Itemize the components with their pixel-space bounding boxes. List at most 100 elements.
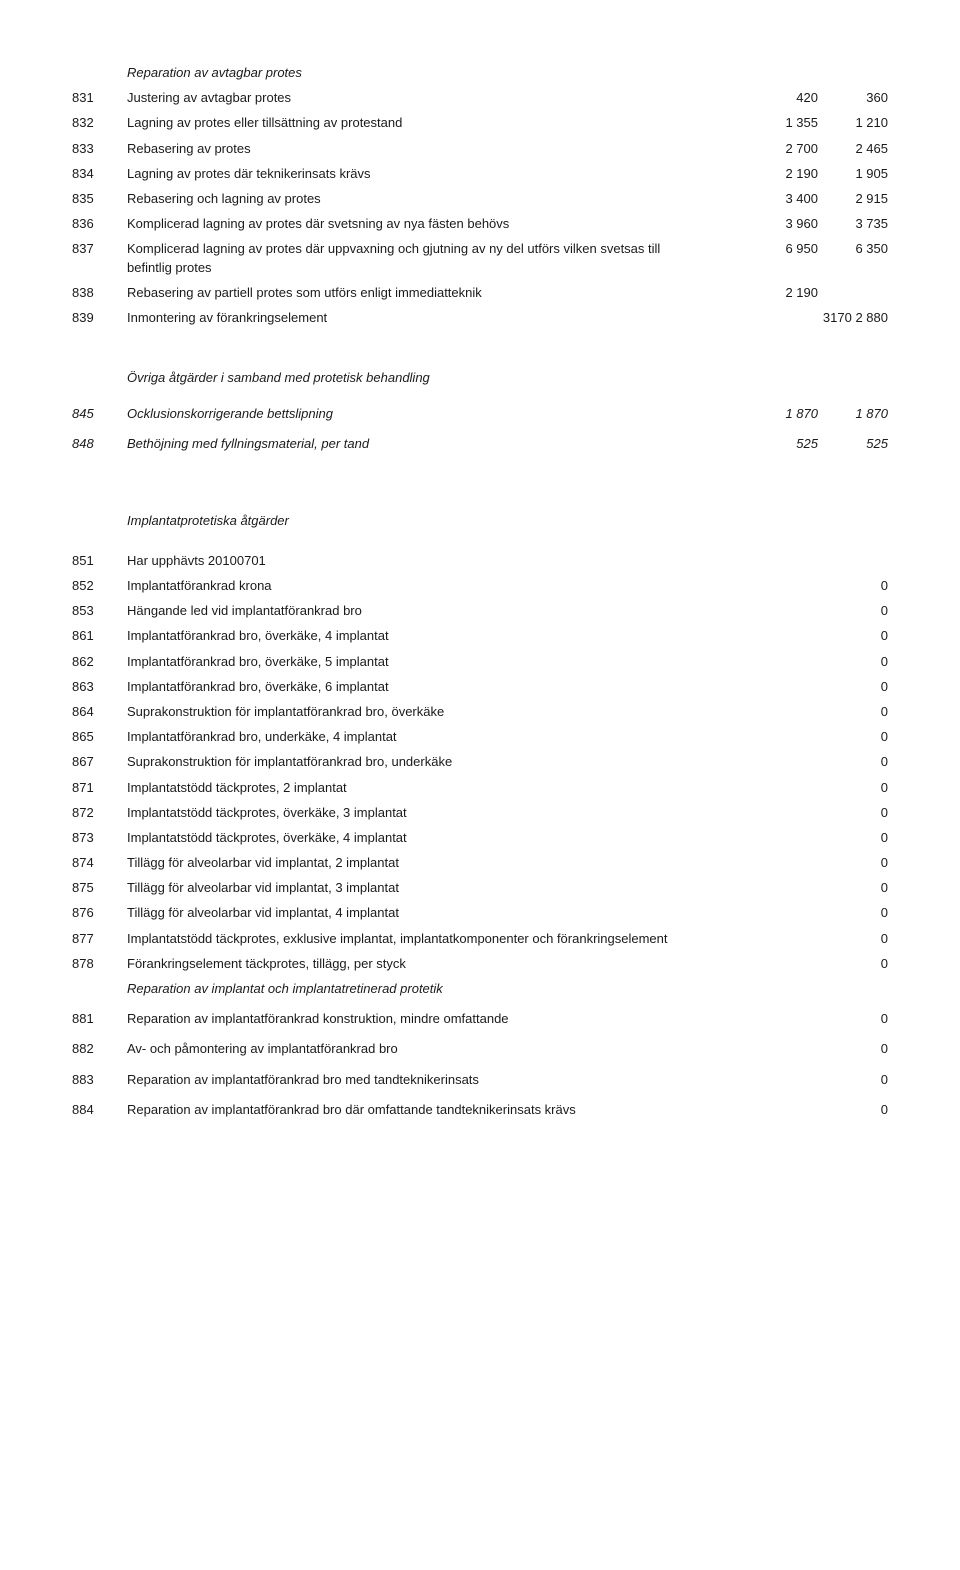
row-value-1: 525 (728, 435, 818, 453)
row-description: Implantatförankrad bro, överkäke, 4 impl… (127, 627, 728, 645)
row-value-2: 0 (818, 653, 888, 671)
row-value-merged: 3170 2 880 (728, 309, 888, 327)
price-row: 876Tillägg för alveolarbar vid implantat… (72, 904, 888, 922)
row-code: 875 (72, 879, 127, 897)
row-value-2: 2 915 (818, 190, 888, 208)
row-description: Komplicerad lagning av protes där svetsn… (127, 215, 728, 233)
price-row: 832Lagning av protes eller tillsättning … (72, 114, 888, 132)
price-row: 871Implantatstödd täckprotes, 2 implanta… (72, 779, 888, 797)
row-value-1: 3 400 (728, 190, 818, 208)
price-row: 874Tillägg för alveolarbar vid implantat… (72, 854, 888, 872)
price-row: Reparation av avtagbar protes (72, 64, 888, 82)
row-description: Rebasering av partiell protes som utförs… (127, 284, 728, 302)
price-row: 867Suprakonstruktion för implantatförank… (72, 753, 888, 771)
row-description: Justering av avtagbar protes (127, 89, 728, 107)
row-value-2: 0 (818, 879, 888, 897)
price-row: 848Bethöjning med fyllningsmaterial, per… (72, 435, 888, 453)
row-value-2: 1 870 (818, 405, 888, 423)
row-code: 865 (72, 728, 127, 746)
row-value-1: 420 (728, 89, 818, 107)
row-code: 862 (72, 653, 127, 671)
document-body: Reparation av avtagbar protes 831Justerin… (72, 64, 888, 1119)
row-value-2: 525 (818, 435, 888, 453)
row-description: Implantatförankrad bro, överkäke, 5 impl… (127, 653, 728, 671)
section-heading: Implantatprotetiska åtgärder (72, 512, 888, 530)
row-description: Suprakonstruktion för implantatförankrad… (127, 703, 728, 721)
row-value-2: 0 (818, 854, 888, 872)
row-value-2: 0 (818, 678, 888, 696)
price-row: 884Reparation av implantatförankrad bro … (72, 1101, 888, 1119)
row-code: 861 (72, 627, 127, 645)
price-row: 878Förankringselement täckprotes, tilläg… (72, 955, 888, 973)
row-value-2: 1 210 (818, 114, 888, 132)
row-value-1: 6 950 (728, 240, 818, 258)
row-value-2: 360 (818, 89, 888, 107)
price-row: 836Komplicerad lagning av protes där sve… (72, 215, 888, 233)
row-value-2: 2 465 (818, 140, 888, 158)
row-value-2: 0 (818, 904, 888, 922)
price-row: 845Ocklusionskorrigerande bettslipning1 … (72, 405, 888, 423)
section-title: Övriga åtgärder i samband med protetisk … (127, 369, 728, 387)
row-description: Har upphävts 20100701 (127, 552, 728, 570)
price-row: 864Suprakonstruktion för implantatförank… (72, 703, 888, 721)
row-code: 884 (72, 1101, 127, 1119)
row-description: Inmontering av förankringselement (127, 309, 728, 327)
row-description: Suprakonstruktion för implantatförankrad… (127, 753, 728, 771)
row-code: 872 (72, 804, 127, 822)
row-code: 836 (72, 215, 127, 233)
price-row: 862Implantatförankrad bro, överkäke, 5 i… (72, 653, 888, 671)
row-code: 853 (72, 602, 127, 620)
row-value-2: 0 (818, 804, 888, 822)
row-value-2: 0 (818, 955, 888, 973)
price-row: 839Inmontering av förankringselement3170… (72, 309, 888, 327)
row-description: Reparation av implantatförankrad bro med… (127, 1071, 728, 1089)
row-description: Rebasering och lagning av protes (127, 190, 728, 208)
row-value-1: 1 355 (728, 114, 818, 132)
row-code: 833 (72, 140, 127, 158)
price-row: 835Rebasering och lagning av protes3 400… (72, 190, 888, 208)
price-row: 837Komplicerad lagning av protes där upp… (72, 240, 888, 276)
row-description: Tillägg för alveolarbar vid implantat, 2… (127, 854, 728, 872)
row-code: 883 (72, 1071, 127, 1089)
row-value-2: 0 (818, 829, 888, 847)
row-code: 867 (72, 753, 127, 771)
row-value-2: 1 905 (818, 165, 888, 183)
row-code: 882 (72, 1040, 127, 1058)
price-row: 852Implantatförankrad krona0 (72, 577, 888, 595)
row-code: 877 (72, 930, 127, 948)
row-description: Implantatstödd täckprotes, överkäke, 4 i… (127, 829, 728, 847)
row-code: 845 (72, 405, 127, 423)
price-row: 833Rebasering av protes2 7002 465 (72, 140, 888, 158)
row-code: 876 (72, 904, 127, 922)
row-code: 835 (72, 190, 127, 208)
row-description: Implantatförankrad bro, överkäke, 6 impl… (127, 678, 728, 696)
row-value-2: 3 735 (818, 215, 888, 233)
row-value-2: 0 (818, 779, 888, 797)
row-value-1: 3 960 (728, 215, 818, 233)
row-code: 839 (72, 309, 127, 327)
row-description: Implantatstödd täckprotes, överkäke, 3 i… (127, 804, 728, 822)
row-value-2: 6 350 (818, 240, 888, 258)
row-code: 838 (72, 284, 127, 302)
price-row: Reparation av implantat och implantatret… (72, 980, 888, 998)
row-code: 851 (72, 552, 127, 570)
row-description: Bethöjning med fyllningsmaterial, per ta… (127, 435, 728, 453)
row-code: 874 (72, 854, 127, 872)
row-value-2: 0 (818, 1010, 888, 1028)
price-row: 853Hängande led vid implantatförankrad b… (72, 602, 888, 620)
price-row: 882Av- och påmontering av implantatföran… (72, 1040, 888, 1058)
row-code: 834 (72, 165, 127, 183)
row-description: Implantatförankrad krona (127, 577, 728, 595)
section-heading: Övriga åtgärder i samband med protetisk … (72, 369, 888, 387)
row-description: Rebasering av protes (127, 140, 728, 158)
row-value-2: 0 (818, 1101, 888, 1119)
row-value-2: 0 (818, 1040, 888, 1058)
row-description: Reparation av implantatförankrad konstru… (127, 1010, 728, 1028)
price-row: 831Justering av avtagbar protes420360 (72, 89, 888, 107)
row-description: Komplicerad lagning av protes där uppvax… (127, 240, 728, 276)
price-row: 851Har upphävts 20100701 (72, 552, 888, 570)
row-description: Tillägg för alveolarbar vid implantat, 4… (127, 904, 728, 922)
row-description: Lagning av protes eller tillsättning av … (127, 114, 728, 132)
row-description: Hängande led vid implantatförankrad bro (127, 602, 728, 620)
price-row: 838Rebasering av partiell protes som utf… (72, 284, 888, 302)
